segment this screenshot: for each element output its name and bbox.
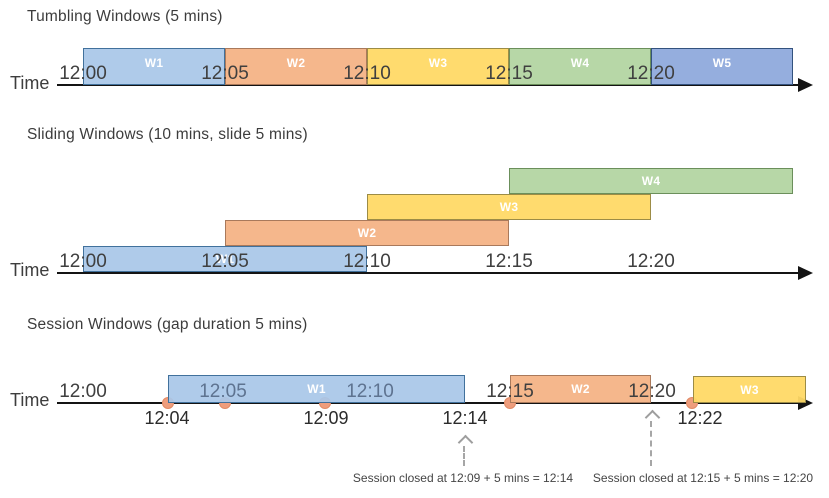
tick-label: 12:05: [201, 63, 249, 84]
window-label: W2: [286, 55, 306, 70]
window-label: W3: [740, 382, 759, 397]
event-time-label: 12:22: [677, 408, 723, 428]
window-label: W2: [357, 226, 377, 240]
session-axis-line: [57, 402, 799, 404]
event-time-label: 12:09: [303, 408, 349, 428]
tick-label: 12:15: [485, 251, 533, 272]
session-closed-annotation-1: Session closed at 12:09 + 5 mins = 12:14: [352, 471, 574, 485]
sliding-time-axis-label: Time: [10, 260, 50, 280]
tumbling-window-w1: W1: [83, 48, 225, 85]
tick-label: 12:20: [627, 251, 675, 272]
session-closed-annotation-2: Session closed at 12:15 + 5 mins = 12:20: [592, 471, 814, 485]
sliding-window-w4: W4: [509, 168, 793, 194]
tumbling-window-w5: W5: [651, 48, 793, 85]
dashed-arrow-line: [650, 421, 652, 466]
tumbling-window-w3: W3: [367, 48, 509, 85]
arrow-up-icon: [457, 434, 474, 451]
sliding-window-w1: W1: [83, 246, 367, 272]
tick-label: 12:10: [343, 63, 391, 84]
tumbling-window-w2: W2: [225, 48, 367, 85]
tick-label: 12:05: [201, 251, 249, 272]
dashed-arrow-line: [463, 446, 465, 466]
tick-label-inside-window: 12:05: [199, 381, 247, 402]
tick-label-inside-window: 12:10: [346, 381, 394, 402]
tick-label: 12:20: [627, 63, 675, 84]
tumbling-axis-line: [57, 84, 799, 86]
event-time-label: 12:14: [442, 408, 488, 428]
tick-label: 12:15: [485, 63, 533, 84]
window-label: W5: [712, 55, 732, 70]
session-title: Session Windows (gap duration 5 mins): [27, 316, 308, 333]
window-label: W4: [570, 55, 590, 70]
session-window-w3: W3: [693, 376, 806, 403]
tick-label: 12:15: [486, 381, 534, 402]
tick-label: 12:00: [59, 251, 107, 272]
event-time-label: 12:04: [144, 408, 190, 428]
window-label: W3: [499, 200, 519, 214]
window-label: W1: [144, 55, 164, 70]
tick-label: 12:10: [343, 251, 391, 272]
tumbling-time-axis-label: Time: [10, 73, 50, 93]
tumbling-window-w4: W4: [509, 48, 651, 85]
sliding-window-w3: W3: [367, 194, 651, 220]
window-label: W3: [428, 55, 448, 70]
tick-label: 12:00: [59, 381, 107, 402]
session-time-axis-label: Time: [10, 390, 50, 410]
sliding-axis-arrow-icon: [798, 266, 813, 280]
sliding-title: Sliding Windows (10 mins, slide 5 mins): [27, 126, 308, 143]
tick-label: 12:20: [628, 381, 676, 402]
window-label: W2: [571, 382, 590, 396]
session-window-w1: W1: [168, 375, 465, 403]
tumbling-title: Tumbling Windows (5 mins): [27, 8, 223, 25]
sliding-axis-line: [57, 272, 799, 274]
arrow-up-icon: [644, 409, 661, 426]
window-label: W1: [215, 252, 235, 266]
tick-label: 12:00: [59, 63, 107, 84]
sliding-window-w2: W2: [225, 220, 509, 246]
tumbling-axis-arrow-icon: [798, 78, 813, 92]
window-label: W1: [307, 382, 326, 396]
session-window-w2: W2: [510, 375, 651, 403]
window-label: W4: [641, 174, 661, 188]
